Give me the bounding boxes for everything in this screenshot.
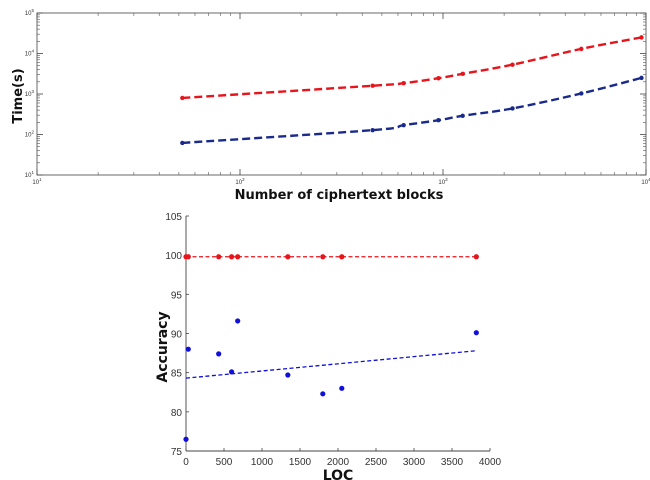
- chart2-x-tick-label: 0: [183, 457, 189, 468]
- chart2-series-1-point: [235, 318, 241, 324]
- tick-label-exponent: 5: [31, 8, 34, 13]
- chart2-series-0-point: [235, 254, 241, 260]
- tick-label-base: 10: [235, 180, 242, 186]
- tick-label-base: 10: [25, 173, 32, 179]
- tick-label-exponent: 4: [648, 177, 650, 182]
- chart1-series-1-point: [370, 127, 375, 133]
- tick-label-exponent: 2: [31, 130, 34, 135]
- tick-label-base: 10: [25, 52, 32, 58]
- chart2-series-1-point: [339, 385, 345, 391]
- chart1-y-tick-label: 104: [25, 49, 35, 58]
- tick-label-exponent: 3: [445, 177, 448, 182]
- chart2-x-axis-label: LOC: [323, 468, 354, 480]
- chart2-series-1-point: [216, 351, 222, 357]
- chart1-series-1-point: [436, 118, 441, 123]
- chart1-y-tick-label: 101: [25, 170, 35, 179]
- chart1-x-tick-label: 102: [235, 177, 245, 186]
- chart2-series-0-point: [320, 254, 326, 260]
- chart2-x-tick-label: 1500: [289, 457, 312, 468]
- chart1-x-tick-label: 104: [641, 177, 650, 186]
- chart2-y-tick-label: 75: [171, 447, 183, 458]
- tick-label-base: 10: [32, 180, 39, 186]
- tick-label-base: 10: [438, 180, 445, 186]
- chart1-series-1-point: [180, 140, 185, 146]
- chart2-y-tick-label: 105: [165, 212, 182, 223]
- chart1-y-axis-label: Time(s): [11, 68, 26, 123]
- chart1-series-1-point: [401, 122, 406, 128]
- chart1-x-axis-label: Number of ciphertext blocks: [235, 188, 444, 203]
- chart1-series-1-point: [460, 113, 465, 118]
- chart2-y-axis-label: Accuracy: [155, 311, 171, 382]
- chart2-y-tick-label: 100: [165, 251, 182, 262]
- chart1-series-0-point: [436, 76, 441, 81]
- chart1-series-0-line: [182, 36, 642, 100]
- tick-label-exponent: 3: [31, 89, 34, 94]
- tick-label-exponent: 2: [242, 177, 245, 182]
- chart2-series-1-trendline: [185, 350, 477, 379]
- chart2-x-tick-label: 4000: [479, 457, 502, 468]
- chart1-series-0-point: [401, 80, 406, 86]
- tick-label-base: 10: [25, 11, 32, 17]
- chart2-x-tick-label: 2000: [327, 457, 350, 468]
- chart2-series-1-point: [229, 369, 235, 375]
- chart1-series-0-point: [370, 83, 375, 88]
- chart1-x-tick-label: 101: [32, 177, 42, 186]
- chart2-y-tick-label: 90: [171, 330, 183, 341]
- chart1-series-0-point: [510, 62, 515, 67]
- chart2-y-tick-label: 80: [171, 408, 183, 419]
- tick-label-base: 10: [25, 92, 32, 98]
- chart2-series-0-point: [285, 254, 291, 260]
- chart1-y-tick-label: 105: [25, 8, 35, 17]
- chart2-x-tick-label: 3500: [441, 457, 464, 468]
- chart1-series-1-line: [182, 76, 642, 145]
- chart2-y-tick-label: 95: [171, 290, 183, 301]
- chart2-x-tick-label: 1000: [251, 457, 274, 468]
- tick-label-base: 10: [25, 133, 32, 139]
- chart2-series-0-point: [339, 254, 345, 260]
- chart2-series-1-point: [185, 346, 191, 352]
- chart1-series-0-point: [579, 46, 584, 52]
- chart1-series-0-point: [460, 71, 465, 77]
- chart1-x-tick-label: 103: [438, 177, 448, 186]
- tick-label-exponent: 4: [31, 49, 34, 54]
- chart1-series-1-point: [510, 106, 515, 111]
- chart2-series-0-point: [473, 254, 479, 260]
- chart2-series-1-point: [320, 391, 326, 397]
- chart1-y-tick-label: 102: [25, 130, 35, 139]
- chart1-series-0-point: [639, 35, 644, 40]
- tick-label-exponent: 1: [31, 170, 34, 175]
- accuracy-vs-loc-chart: 0 500 1000 1500 2000 2500 3000 3500 4000 75 80 85 90…: [165, 212, 501, 468]
- chart2-series-1-point: [473, 330, 479, 336]
- tick-label-base: 10: [641, 180, 648, 186]
- chart2-series-0-point: [185, 254, 191, 260]
- chart2-series-0-point: [229, 254, 235, 260]
- chart1-series-1-point: [639, 75, 644, 81]
- chart2-x-tick-label: 3000: [403, 457, 426, 468]
- chart2-x-tick-label: 500: [216, 457, 233, 468]
- chart1-plot-frame: [36, 12, 647, 176]
- tick-label-exponent: 1: [39, 177, 42, 182]
- chart2-x-tick-label: 2500: [365, 457, 388, 468]
- chart2-series-1-point: [183, 436, 189, 442]
- chart1-y-tick-label: 103: [25, 89, 35, 98]
- chart2-series-1-point: [285, 372, 291, 378]
- chart2-y-tick-label: 85: [171, 369, 183, 380]
- chart2-series-0-point: [216, 254, 222, 260]
- chart1-series-0-point: [180, 95, 185, 101]
- chart1-series-1-point: [579, 91, 584, 96]
